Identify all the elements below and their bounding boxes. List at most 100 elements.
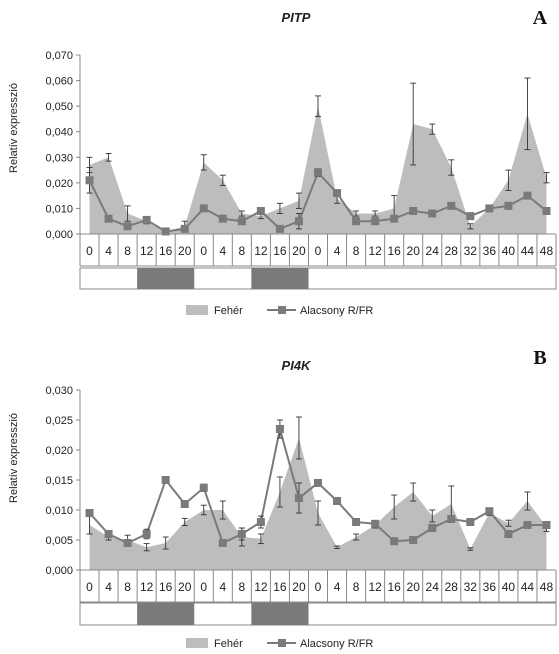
x-tick-label: 12 — [140, 244, 154, 258]
data-point-marker — [294, 217, 303, 226]
x-tick-label: 16 — [159, 244, 173, 258]
x-tick-label: 36 — [483, 244, 497, 258]
chart-title: PI4K — [282, 358, 313, 373]
x-tick-label: 40 — [502, 580, 516, 594]
x-tick-label: 20 — [178, 244, 192, 258]
x-tick-label: 4 — [105, 244, 112, 258]
data-point-marker — [466, 212, 475, 221]
data-point-marker — [523, 191, 532, 200]
legend-swatch-area — [186, 305, 208, 315]
data-point-marker — [352, 217, 361, 226]
data-point-marker — [390, 537, 399, 546]
x-tick-label: 44 — [521, 580, 535, 594]
y-tick-label: 0,020 — [45, 445, 73, 457]
x-tick-label: 20 — [407, 580, 421, 594]
dark-period-block — [251, 268, 309, 289]
chart-title: PITP — [282, 10, 311, 25]
data-point-marker — [447, 515, 456, 523]
y-tick-label: 0,005 — [45, 535, 73, 547]
data-point-marker — [523, 521, 532, 529]
data-point-marker — [485, 204, 494, 213]
data-point-marker — [180, 224, 189, 233]
x-tick-label: 4 — [219, 244, 226, 258]
x-tick-label: 4 — [334, 244, 341, 258]
y-tick-label: 0,000 — [45, 229, 73, 241]
data-point-marker — [161, 227, 170, 236]
photoperiod-bar — [79, 602, 557, 626]
x-tick-label: 0 — [200, 580, 207, 594]
chart-panel-b: PI4K B Relatív expresszió Fehér Alacsony… — [8, 347, 557, 650]
data-point-marker — [104, 530, 113, 538]
series-area-fill — [89, 438, 547, 570]
x-tick-label: 20 — [292, 244, 306, 258]
x-tick-label: 16 — [273, 580, 287, 594]
y-tick-label: 0,040 — [45, 127, 73, 139]
data-point-marker — [180, 500, 189, 508]
legend-label-area: Fehér — [214, 305, 243, 317]
x-tick-label: 8 — [124, 244, 131, 258]
dark-period-block — [137, 603, 195, 625]
x-tick-label: 32 — [464, 244, 478, 258]
legend-swatch-area — [186, 638, 208, 648]
data-point-marker — [142, 530, 151, 538]
x-tick-label: 4 — [105, 580, 112, 594]
y-tick-label: 0,070 — [45, 50, 73, 62]
x-tick-label: 0 — [200, 244, 207, 258]
data-point-marker — [275, 224, 284, 233]
x-tick-label: 8 — [353, 244, 360, 258]
x-tick-label: 48 — [540, 580, 554, 594]
data-point-marker — [142, 215, 151, 224]
data-point-marker — [542, 521, 551, 529]
x-tick-label: 0 — [86, 580, 93, 594]
data-point-marker — [409, 536, 418, 544]
x-tick-label: 24 — [426, 244, 440, 258]
data-point-marker — [504, 530, 513, 538]
data-point-marker — [371, 217, 380, 226]
data-point-marker — [294, 494, 303, 502]
y-tick-label: 0,060 — [45, 76, 73, 88]
legend-marker — [278, 306, 286, 314]
data-point-marker — [256, 518, 265, 526]
data-point-marker — [85, 509, 94, 517]
x-tick-label: 32 — [464, 580, 478, 594]
y-tick-label: 0,030 — [45, 385, 73, 397]
data-point-marker — [542, 206, 551, 215]
data-point-marker — [314, 479, 322, 487]
data-point-marker — [237, 530, 246, 538]
data-point-marker — [275, 425, 284, 433]
data-point-marker — [428, 209, 437, 218]
data-point-marker — [485, 507, 494, 516]
y-axis-label: Relatív expresszió — [8, 413, 20, 503]
data-point-marker — [123, 539, 132, 547]
y-tick-label: 0,025 — [45, 415, 73, 427]
y-tick-label: 0,010 — [45, 203, 73, 215]
data-point-marker — [199, 483, 208, 492]
data-point-marker — [314, 168, 322, 177]
y-axis-label: Relatív expresszió — [8, 83, 20, 173]
x-tick-label: 0 — [315, 580, 322, 594]
data-point-marker — [504, 201, 513, 210]
chart-panel-a: PITP A Relatív expresszió Fehér Alacsony… — [8, 7, 557, 317]
x-tick-label: 48 — [540, 244, 554, 258]
x-tick-label: 12 — [368, 580, 382, 594]
x-tick-label: 20 — [292, 580, 306, 594]
x-tick-label: 28 — [445, 244, 459, 258]
y-tick-label: 0,030 — [45, 152, 73, 164]
x-tick-label: 40 — [502, 244, 516, 258]
x-tick-label: 8 — [238, 580, 245, 594]
x-tick-label: 12 — [368, 244, 382, 258]
x-tick-label: 8 — [124, 580, 131, 594]
data-point-marker — [161, 476, 170, 484]
x-tick-label: 4 — [334, 580, 341, 594]
x-tick-label: 0 — [315, 244, 322, 258]
data-point-marker — [333, 497, 342, 505]
data-point-marker — [123, 222, 132, 231]
x-tick-label: 44 — [521, 244, 535, 258]
y-tick-label: 0,020 — [45, 178, 73, 190]
legend-marker — [278, 639, 286, 647]
x-tick-label: 16 — [159, 580, 173, 594]
data-point-marker — [466, 518, 475, 526]
dark-period-block — [137, 268, 195, 289]
legend-label-line: Alacsony R/FR — [300, 638, 373, 650]
